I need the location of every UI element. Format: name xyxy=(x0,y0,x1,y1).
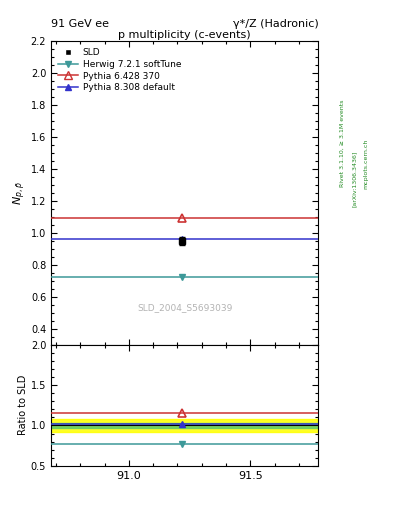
Title: p multiplicity (c-events): p multiplicity (c-events) xyxy=(118,30,251,40)
Bar xyxy=(51,422,318,428)
Text: mcplots.cern.ch: mcplots.cern.ch xyxy=(364,139,369,189)
Text: 91 GeV ee: 91 GeV ee xyxy=(51,18,109,29)
Legend: SLD, Herwig 7.2.1 softTune, Pythia 6.428 370, Pythia 8.308 default: SLD, Herwig 7.2.1 softTune, Pythia 6.428… xyxy=(55,46,184,95)
Text: [arXiv:1306.3436]: [arXiv:1306.3436] xyxy=(352,151,357,207)
Text: SLD_2004_S5693039: SLD_2004_S5693039 xyxy=(137,304,232,313)
Text: γ*/Z (Hadronic): γ*/Z (Hadronic) xyxy=(233,18,318,29)
Y-axis label: Ratio to SLD: Ratio to SLD xyxy=(18,375,28,435)
Text: Rivet 3.1.10, ≥ 3.1M events: Rivet 3.1.10, ≥ 3.1M events xyxy=(340,100,345,187)
Bar xyxy=(51,419,318,432)
Y-axis label: $N_{p,\bar{p}}$: $N_{p,\bar{p}}$ xyxy=(11,181,28,205)
